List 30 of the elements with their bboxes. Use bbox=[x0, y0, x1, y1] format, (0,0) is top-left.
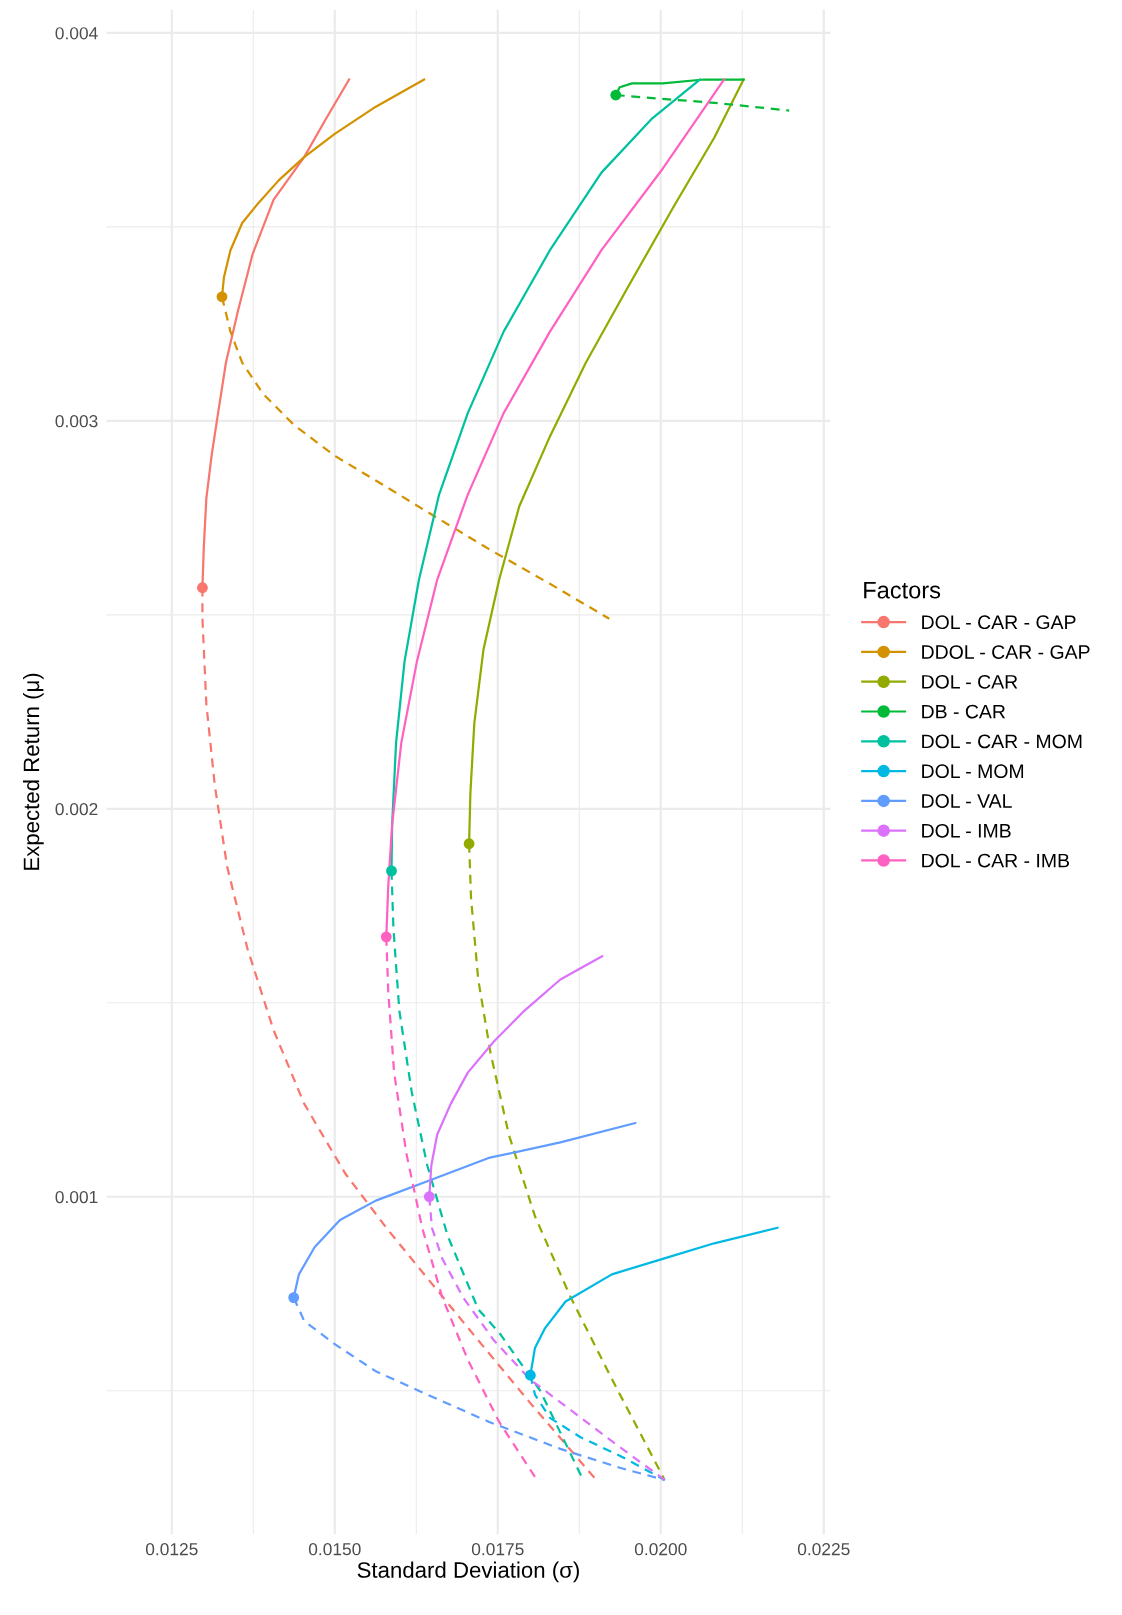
x-tick-label: 0.0150 bbox=[308, 1543, 361, 1556]
legend-label: DOL - IMB bbox=[922, 823, 1011, 838]
x-tick-label: 0.0225 bbox=[797, 1543, 850, 1556]
y-tick-label: 0.001 bbox=[55, 1190, 98, 1204]
x-tick-label: 0.0125 bbox=[145, 1543, 198, 1556]
y-tick-label: 0.004 bbox=[55, 27, 98, 40]
legend-label: DDOL - CAR - GAP bbox=[922, 645, 1090, 659]
legend-label: DOL - CAR - IMB bbox=[922, 853, 1069, 868]
y-tick-label: 0.002 bbox=[55, 802, 98, 816]
point bbox=[386, 865, 397, 877]
y-tick-label: 0.003 bbox=[55, 415, 98, 428]
y-axis-title: Expected Return (μ) bbox=[22, 673, 44, 870]
legend-label: DOL - VAL bbox=[922, 794, 1012, 808]
point bbox=[423, 1191, 435, 1203]
x-axis-title: Standard Deviation (σ) bbox=[357, 1561, 579, 1583]
legend-label: DOL - CAR - GAP bbox=[922, 615, 1076, 630]
legend-label: DOL - CAR bbox=[922, 674, 1018, 689]
legend-label: DOL - CAR - MOM bbox=[922, 734, 1082, 749]
legend-title: Factors bbox=[864, 582, 941, 599]
point bbox=[216, 291, 228, 303]
x-tick-label: 0.0200 bbox=[634, 1543, 687, 1556]
point bbox=[524, 1369, 536, 1381]
legend-label: DB - CAR bbox=[922, 704, 1006, 719]
point bbox=[197, 582, 208, 594]
point bbox=[288, 1292, 300, 1303]
point bbox=[610, 89, 622, 101]
point bbox=[463, 838, 475, 850]
legend-label: DOL - MOM bbox=[922, 764, 1024, 779]
x-tick-label: 0.0175 bbox=[471, 1543, 524, 1556]
point bbox=[380, 931, 392, 943]
